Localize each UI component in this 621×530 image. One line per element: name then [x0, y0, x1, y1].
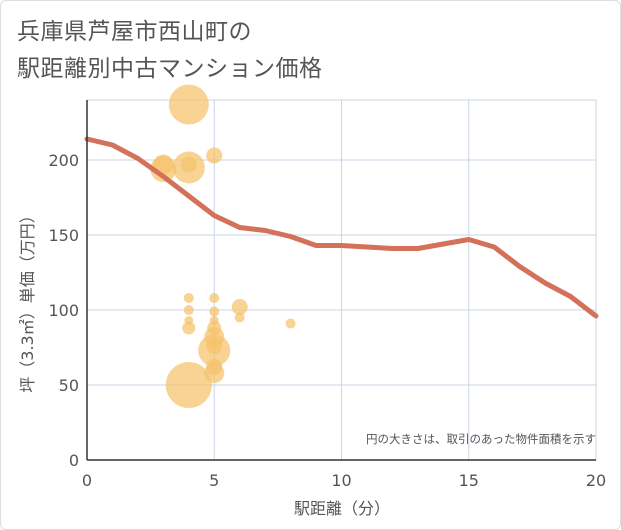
bubble-point-12 — [209, 306, 220, 317]
bubble-point-10 — [165, 362, 212, 408]
bubble-point-0 — [168, 84, 209, 125]
bubble-point-19 — [204, 363, 225, 383]
average-price-line — [84, 136, 599, 319]
bubble-point-4 — [180, 156, 197, 173]
bubble-point-2 — [153, 154, 174, 175]
bubble-point-5 — [206, 147, 223, 164]
bubble-point-9 — [182, 321, 196, 335]
y-tick-label-4: 200 — [48, 151, 79, 170]
y-axis-label: 坪（3.3㎡）単価（万円） — [18, 207, 37, 392]
chart-title-line-1: 兵庫県芦屋市西山町の — [17, 19, 252, 45]
y-tick-label-3: 150 — [48, 226, 79, 245]
x-tick-label-2: 10 — [331, 471, 351, 490]
chart-title-line-2: 駅距離別中古マンション価格 — [17, 56, 323, 82]
bubble-size-note: 円の大きさは、取引のあった物件面積を示す — [366, 432, 596, 446]
x-axis-label: 駅距離（分） — [294, 499, 390, 518]
bubble-point-11 — [209, 293, 220, 303]
x-tick-label-4: 20 — [586, 471, 606, 490]
bubble-series — [150, 84, 296, 408]
y-tick-label-0: 0 — [69, 451, 79, 470]
y-tick-label-2: 100 — [48, 301, 79, 320]
bubble-point-22 — [285, 318, 296, 329]
y-tick-label-1: 50 — [59, 376, 79, 395]
grid-lines — [87, 99, 597, 460]
x-tick-label-3: 15 — [459, 471, 479, 490]
x-tick-label-0: 0 — [82, 471, 92, 490]
bubble-point-6 — [183, 293, 194, 303]
axes — [86, 100, 596, 461]
bubble-point-20 — [231, 299, 248, 315]
bubble-point-7 — [183, 305, 194, 315]
chart-title: 兵庫県芦屋市西山町の 駅距離別中古マンション価格 — [17, 14, 323, 88]
x-tick-label-1: 5 — [209, 471, 219, 490]
bubble-point-21 — [234, 312, 245, 323]
bubble-point-17 — [198, 334, 231, 367]
line-series — [84, 136, 599, 319]
